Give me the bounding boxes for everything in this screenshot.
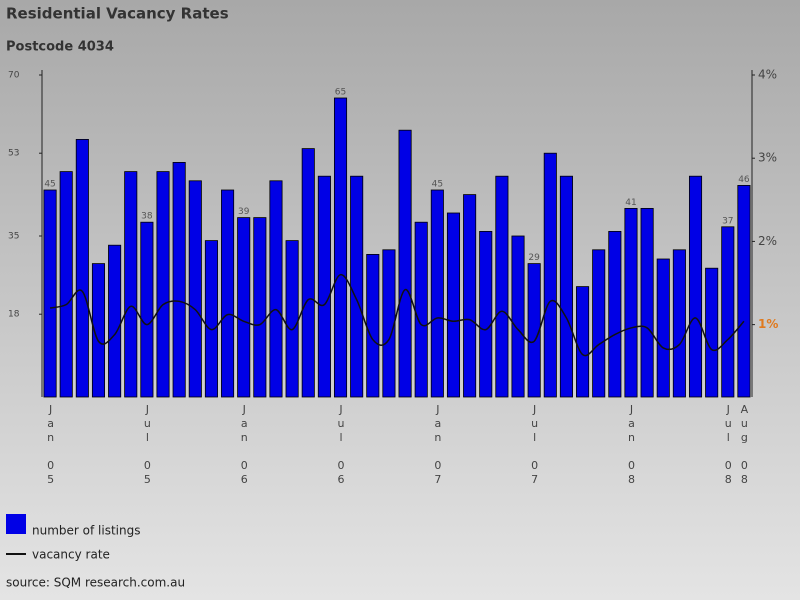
- bar: [43, 189, 57, 398]
- bar: [75, 138, 89, 398]
- bar: [446, 212, 461, 398]
- y-tick-label: 53: [8, 149, 19, 159]
- x-tick-label: Jul 06: [335, 403, 348, 487]
- bar: [705, 267, 719, 398]
- bar: [527, 263, 541, 398]
- bar: [721, 226, 735, 398]
- bar: [285, 240, 299, 398]
- legend-label: vacancy rate: [32, 548, 110, 562]
- legend-label: number of listings: [32, 524, 140, 538]
- bar: [737, 184, 751, 398]
- bar: [91, 263, 106, 398]
- bar: [156, 171, 170, 398]
- bar: [204, 240, 218, 398]
- value-label: 45: [44, 180, 55, 190]
- x-tick-label: Jan 05: [44, 403, 57, 487]
- bar: [301, 148, 315, 398]
- bar: [414, 221, 428, 398]
- bar: [398, 129, 412, 398]
- bar: [317, 175, 331, 398]
- bar: [382, 249, 396, 398]
- bar: [269, 180, 283, 398]
- bar: [350, 175, 364, 398]
- source: source: SQM research.com.au: [6, 576, 185, 590]
- bar: [172, 161, 186, 398]
- bar: [108, 244, 122, 398]
- y2-tick-label: 2%: [758, 234, 777, 248]
- bar: [221, 189, 235, 398]
- y2-tick-label: 1%: [758, 317, 778, 331]
- x-tick-label: Jan 07: [431, 403, 444, 487]
- x-tick-label: Aug 08: [738, 403, 751, 487]
- bar: [479, 230, 493, 398]
- value-label: 38: [141, 212, 153, 222]
- legend-swatch: [6, 514, 26, 534]
- x-tick-label: Jul 05: [141, 403, 154, 487]
- y2-tick-label: 3%: [758, 151, 777, 165]
- value-label: 39: [238, 207, 250, 217]
- bar: [463, 194, 477, 398]
- bar: [253, 217, 267, 398]
- bar: [656, 258, 670, 398]
- bar: [430, 189, 444, 398]
- value-label: 41: [625, 198, 636, 208]
- y2-tick-label: 4%: [758, 68, 777, 82]
- bar: [640, 207, 654, 398]
- bar: [237, 217, 251, 398]
- chart-subtitle: Postcode 4034: [6, 40, 114, 55]
- bar: [495, 175, 509, 398]
- bar: [333, 97, 348, 398]
- bar: [672, 249, 686, 398]
- bar: [576, 286, 590, 398]
- chart-title: Residential Vacancy Rates: [6, 5, 229, 23]
- y-tick-label: 70: [8, 71, 20, 81]
- bar: [608, 230, 622, 398]
- x-tick-label: Jan 08: [625, 403, 638, 487]
- x-tick-label: Jul 07: [528, 403, 541, 487]
- x-tick-label: Jan 06: [238, 403, 251, 487]
- bar: [688, 175, 703, 398]
- bar: [543, 152, 557, 398]
- value-label: 65: [335, 88, 346, 98]
- bar: [624, 207, 638, 398]
- value-label: 46: [738, 175, 750, 185]
- bar: [366, 253, 380, 398]
- value-label: 29: [528, 253, 540, 263]
- value-label: 45: [432, 180, 443, 190]
- bar: [188, 180, 202, 398]
- bar: [59, 171, 73, 398]
- y-tick-label: 18: [8, 310, 20, 320]
- x-tick-label: Jul 08: [722, 403, 735, 487]
- bar: [511, 235, 525, 398]
- line: [49, 273, 745, 357]
- y-tick-label: 35: [8, 232, 19, 242]
- value-label: 37: [722, 216, 733, 226]
- bar: [559, 175, 573, 398]
- bar: [124, 171, 138, 398]
- bar: [140, 221, 154, 398]
- bar: [592, 249, 606, 398]
